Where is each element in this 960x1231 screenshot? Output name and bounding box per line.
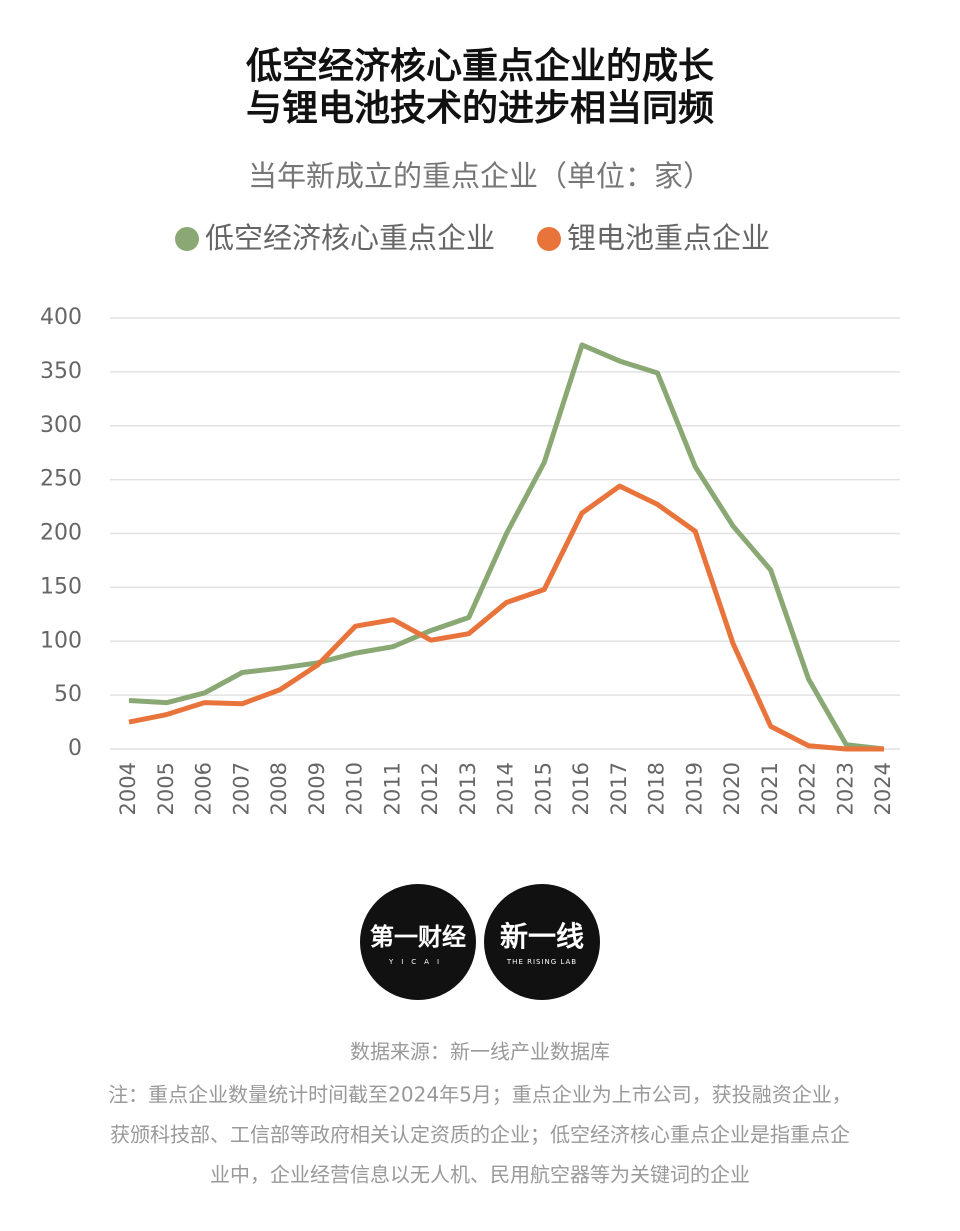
legend-label: 低空经济核心重点企业 xyxy=(205,221,495,255)
y-tick-label: 100 xyxy=(40,628,82,653)
legend-label: 锂电池重点企业 xyxy=(567,221,770,255)
x-tick-label: 2012 xyxy=(418,762,442,815)
logo xyxy=(484,884,600,1000)
y-tick-label: 0 xyxy=(68,736,82,761)
y-tick-label: 50 xyxy=(54,682,82,707)
chart-subtitle: 当年新成立的重点企业（单位：家） xyxy=(248,159,712,193)
x-tick-label: 2023 xyxy=(833,762,857,815)
series-line xyxy=(128,342,885,752)
x-tick-label: 2018 xyxy=(645,762,669,815)
y-tick-label: 400 xyxy=(40,305,82,330)
x-tick-label: 2009 xyxy=(305,762,329,815)
logo-subtext: THE RISING LAB xyxy=(506,958,577,966)
legend-marker xyxy=(175,227,199,251)
x-tick-label: 2014 xyxy=(494,762,518,815)
chart-title: 低空经济核心重点企业的成长 xyxy=(246,45,714,87)
x-tick-label: 2008 xyxy=(267,762,291,815)
note: 获颁科技部、工信部等政府相关认定资质的企业；低空经济核心重点企业是指重点企 xyxy=(110,1123,850,1147)
logo-subtext: YICAI xyxy=(388,958,447,966)
y-tick-label: 200 xyxy=(40,521,82,546)
chart-title: 与锂电池技术的进步相当同频 xyxy=(246,88,714,129)
x-tick-label: 2013 xyxy=(456,762,480,815)
x-tick-label: 2024 xyxy=(871,762,895,815)
x-tick-label: 2006 xyxy=(192,762,216,815)
y-tick-label: 350 xyxy=(40,359,82,384)
logo-text: 新一线 xyxy=(500,920,584,953)
x-tick-label: 2019 xyxy=(682,762,706,815)
x-tick-label: 2022 xyxy=(796,762,820,815)
x-tick-label: 2015 xyxy=(531,762,555,815)
series-line xyxy=(128,483,884,752)
y-tick-label: 300 xyxy=(40,413,82,438)
x-tick-label: 2017 xyxy=(607,762,631,815)
note: 注：重点企业数量统计时间截至2024年5月；重点企业为上市公司，获投融资企业， xyxy=(108,1083,852,1107)
source: 数据来源：新一线产业数据库 xyxy=(350,1040,610,1064)
legend-marker xyxy=(537,227,561,251)
x-tick-label: 2007 xyxy=(229,762,253,815)
y-tick-label: 150 xyxy=(40,574,82,599)
x-tick-label: 2016 xyxy=(569,762,593,815)
logo-text: 第一财经 xyxy=(370,923,466,951)
x-tick-label: 2020 xyxy=(720,762,744,815)
x-tick-label: 2005 xyxy=(154,762,178,815)
x-tick-label: 2011 xyxy=(380,762,404,815)
x-tick-label: 2021 xyxy=(758,762,782,815)
logo xyxy=(360,884,476,1000)
y-tick-label: 250 xyxy=(40,467,82,492)
x-tick-label: 2010 xyxy=(343,762,367,815)
x-tick-label: 2004 xyxy=(116,762,140,815)
note: 业中，企业经营信息以无人机、民用航空器等为关键词的企业 xyxy=(210,1163,750,1187)
